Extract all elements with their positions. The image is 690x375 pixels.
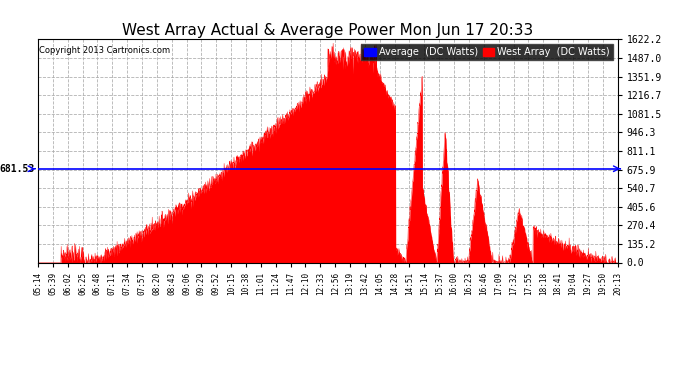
Title: West Array Actual & Average Power Mon Jun 17 20:33: West Array Actual & Average Power Mon Ju… xyxy=(122,23,533,38)
Text: 681.53: 681.53 xyxy=(0,164,35,174)
Text: Copyright 2013 Cartronics.com: Copyright 2013 Cartronics.com xyxy=(39,46,170,55)
Legend: Average  (DC Watts), West Array  (DC Watts): Average (DC Watts), West Array (DC Watts… xyxy=(361,44,613,60)
